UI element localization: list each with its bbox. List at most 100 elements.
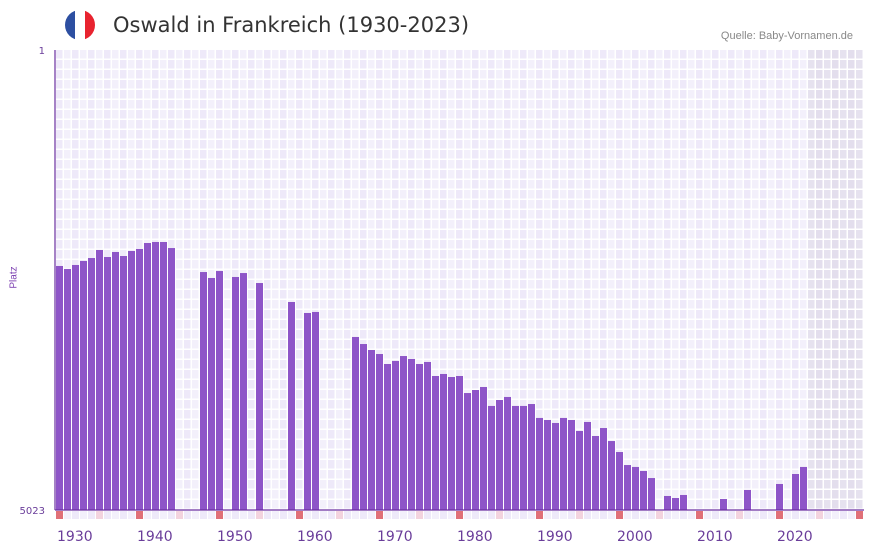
- bar-1982[interactable]: [472, 390, 479, 510]
- bar-1936[interactable]: [104, 257, 111, 510]
- bar-1943[interactable]: [160, 241, 167, 511]
- bar-1952[interactable]: [232, 276, 239, 510]
- grid-cell: [784, 360, 791, 369]
- bar-1938[interactable]: [120, 256, 127, 510]
- bar-1996[interactable]: [584, 421, 591, 510]
- grid-cell: [488, 340, 495, 349]
- grid-cell: [704, 260, 711, 269]
- bar-1933[interactable]: [80, 260, 87, 510]
- bar-1976[interactable]: [424, 361, 431, 510]
- bar-1981[interactable]: [464, 393, 471, 510]
- bar-1940[interactable]: [136, 248, 143, 511]
- bar-1932[interactable]: [72, 264, 79, 510]
- bar-1973[interactable]: [400, 356, 407, 510]
- bar-1979[interactable]: [448, 377, 455, 510]
- bar-1961[interactable]: [304, 312, 311, 510]
- grid-cell: [704, 210, 711, 219]
- bar-1990[interactable]: [536, 417, 543, 510]
- bar-1948[interactable]: [200, 272, 207, 510]
- bar-2020[interactable]: [776, 483, 783, 510]
- bar-2023[interactable]: [800, 466, 807, 510]
- grid-cell: [224, 390, 231, 399]
- bar-2000[interactable]: [616, 452, 623, 510]
- bar-1939[interactable]: [128, 250, 135, 511]
- grid-cell: [792, 340, 799, 349]
- bar-1930[interactable]: [56, 265, 63, 510]
- bar-2006[interactable]: [664, 495, 671, 510]
- grid-cell: [384, 50, 391, 59]
- grid-cell: [464, 60, 471, 69]
- grid-cell: [320, 60, 327, 69]
- bar-1942[interactable]: [152, 241, 159, 511]
- grid-cell: [232, 80, 239, 89]
- bar-1953[interactable]: [240, 273, 247, 510]
- bar-2016[interactable]: [744, 489, 751, 510]
- grid-cell: [296, 360, 303, 369]
- bar-1967[interactable]: [352, 336, 359, 510]
- bar-1983[interactable]: [480, 386, 487, 510]
- bar-1985[interactable]: [496, 399, 503, 510]
- bar-1997[interactable]: [592, 435, 599, 510]
- bar-1934[interactable]: [88, 258, 95, 510]
- bar-2013[interactable]: [720, 499, 727, 510]
- bar-2008[interactable]: [680, 494, 687, 510]
- bar-1993[interactable]: [560, 417, 567, 510]
- bar-1995[interactable]: [576, 430, 583, 510]
- grid-cell: [288, 80, 295, 89]
- bar-1987[interactable]: [512, 405, 519, 510]
- bar-1950[interactable]: [216, 271, 223, 510]
- grid-cell: [368, 100, 375, 109]
- bar-1980[interactable]: [456, 375, 463, 510]
- grid-cell: [856, 220, 863, 229]
- bar-1999[interactable]: [608, 441, 615, 510]
- grid-cell: [832, 290, 839, 299]
- grid-cell: [664, 90, 671, 99]
- bar-1931[interactable]: [64, 269, 71, 510]
- bar-2007[interactable]: [672, 498, 679, 510]
- bar-1972[interactable]: [392, 360, 399, 510]
- bar-1962[interactable]: [312, 311, 319, 510]
- grid-cell: [776, 410, 783, 419]
- bar-2004[interactable]: [648, 478, 655, 510]
- grid-cell: [232, 130, 239, 139]
- grid-cell: [680, 340, 687, 349]
- grid-cell: [592, 130, 599, 139]
- bar-1974[interactable]: [408, 358, 415, 510]
- grid-cell: [792, 210, 799, 219]
- bar-1977[interactable]: [432, 375, 439, 510]
- bar-1998[interactable]: [600, 428, 607, 510]
- bar-1992[interactable]: [552, 422, 559, 510]
- bar-1968[interactable]: [360, 344, 367, 510]
- grid-cell: [528, 330, 535, 339]
- grid-cell: [272, 320, 279, 329]
- grid-cell: [776, 70, 783, 79]
- bar-2022[interactable]: [792, 474, 799, 510]
- bar-1986[interactable]: [504, 396, 511, 510]
- bar-2002[interactable]: [632, 466, 639, 510]
- grid-cell: [664, 390, 671, 399]
- bar-1970[interactable]: [376, 354, 383, 510]
- grid-cell: [280, 170, 287, 179]
- bar-1955[interactable]: [256, 283, 263, 510]
- bar-1949[interactable]: [208, 277, 215, 510]
- bar-1935[interactable]: [96, 249, 103, 511]
- bar-1937[interactable]: [112, 251, 119, 511]
- bar-1994[interactable]: [568, 419, 575, 510]
- bar-1991[interactable]: [544, 419, 551, 510]
- bar-1944[interactable]: [168, 248, 175, 510]
- bar-1941[interactable]: [144, 242, 151, 511]
- bar-1959[interactable]: [288, 301, 295, 510]
- grid-cell: [672, 80, 679, 89]
- bar-1989[interactable]: [528, 404, 535, 510]
- grid-cell: [720, 130, 727, 139]
- bar-1978[interactable]: [440, 373, 447, 510]
- bar-2001[interactable]: [624, 465, 631, 510]
- bar-1969[interactable]: [368, 349, 375, 510]
- bar-2003[interactable]: [640, 470, 647, 510]
- bar-1971[interactable]: [384, 363, 391, 510]
- bar-1984[interactable]: [488, 405, 495, 510]
- grid-cell: [416, 190, 423, 199]
- bar-1975[interactable]: [416, 363, 423, 510]
- grid-cell: [816, 120, 823, 129]
- bar-1988[interactable]: [520, 405, 527, 510]
